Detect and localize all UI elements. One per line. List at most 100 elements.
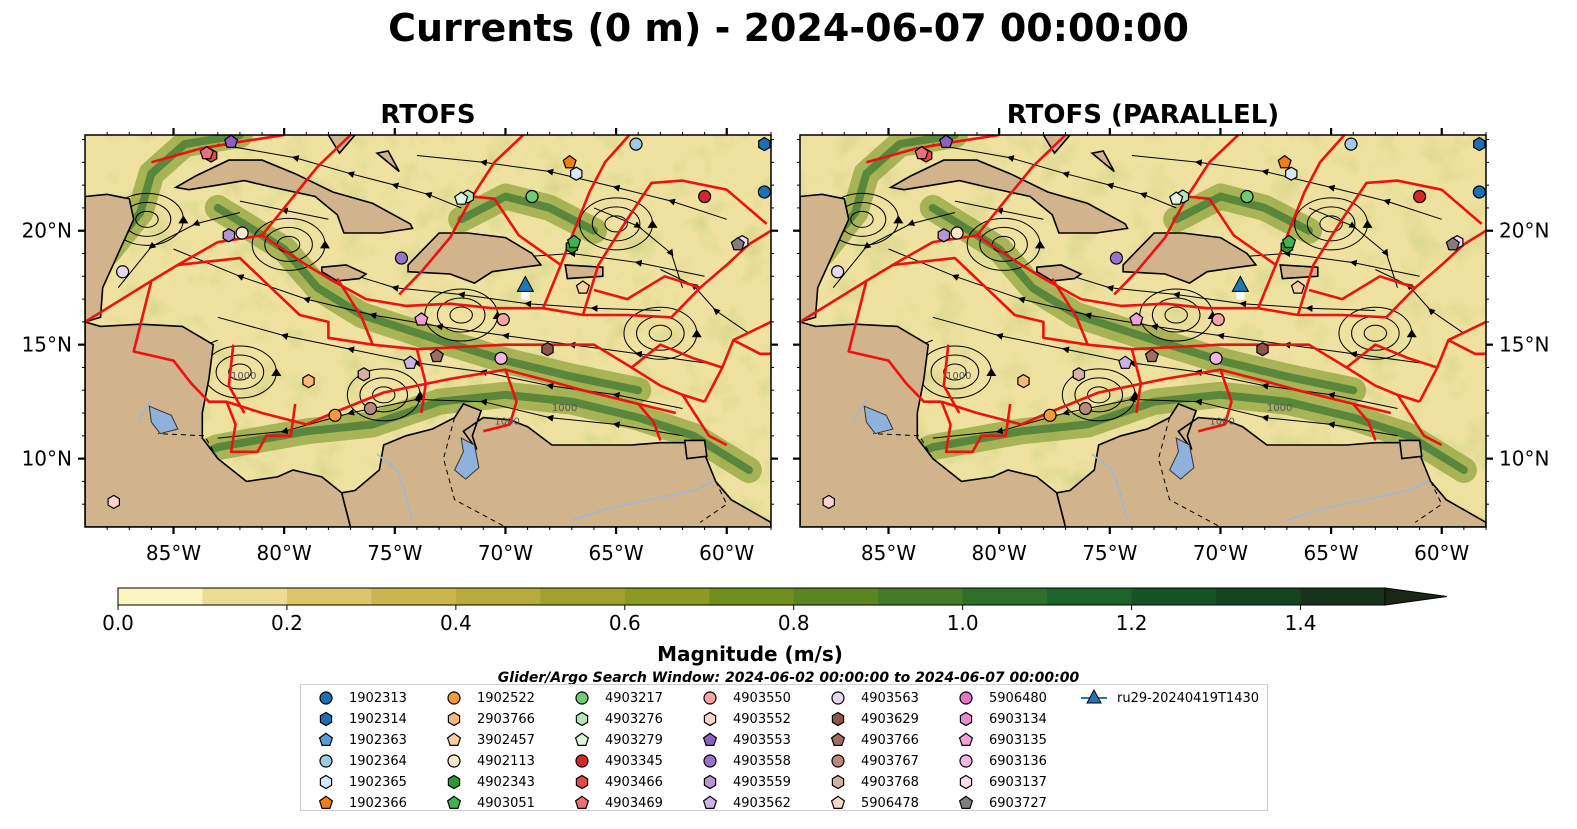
- eddy-arrow: [986, 368, 997, 377]
- streamline: [217, 316, 683, 409]
- land-hispaniola: [407, 232, 543, 284]
- legend-label: 6903137: [989, 774, 1047, 790]
- boundary-line: [1308, 275, 1416, 301]
- platform-4902113: [235, 226, 249, 240]
- legend-label: 5906480: [989, 690, 1047, 706]
- land-cuba: [888, 159, 1129, 234]
- eddy-streamline: [943, 363, 967, 381]
- land-cuba: [173, 159, 414, 234]
- eddy-arrow: [893, 215, 904, 224]
- platform-4903558: [1109, 251, 1124, 265]
- legend-label: 4903767: [861, 753, 919, 769]
- boundary-line: [177, 256, 705, 403]
- legend-label: 4903552: [733, 711, 791, 727]
- eddy-streamline: [1164, 306, 1188, 324]
- platform-4903345: [698, 189, 712, 204]
- colorbar-segment: [793, 588, 879, 605]
- legend-label: 1902314: [349, 711, 407, 727]
- eddy-streamline: [1087, 386, 1111, 404]
- colorbar-tick-label: 1.0: [947, 611, 979, 635]
- boundary-line: [1051, 277, 1089, 346]
- legend-label: 4903345: [605, 753, 663, 769]
- streamline: [593, 207, 683, 288]
- lon-tick-label: 70°W: [1193, 541, 1248, 565]
- streamline: [328, 266, 661, 312]
- legend-marker-icon: [830, 795, 846, 809]
- platform-6903136: [1209, 351, 1223, 365]
- lon-tick-label: 65°W: [588, 541, 643, 565]
- platform-6903136: [494, 351, 508, 365]
- legend-label: 4903051: [477, 795, 535, 811]
- map-frames: [84, 134, 1487, 528]
- land-trinidad: [683, 439, 708, 460]
- colorbar-tick-label: 0.4: [440, 611, 472, 635]
- eddy-streamline: [449, 306, 473, 324]
- river: [571, 480, 714, 521]
- platform-1902313: [757, 185, 771, 199]
- eddy-arrow: [271, 368, 282, 377]
- map-frame: [799, 134, 1487, 528]
- platform-1902364: [1344, 137, 1358, 151]
- land-puertorico: [1279, 264, 1319, 280]
- legend-item: 4903466: [567, 772, 663, 792]
- boundary-line: [151, 135, 285, 164]
- streamline: [954, 200, 1044, 220]
- legend-label: 6903727: [989, 795, 1047, 811]
- legend-marker-icon: [703, 774, 717, 790]
- platform-4903768: [1072, 367, 1086, 382]
- lon-tick-label: 60°W: [699, 541, 754, 565]
- colorbar-tick-label: 0.2: [271, 611, 303, 635]
- lon-tick-label: 70°W: [478, 541, 533, 565]
- streamline: [239, 200, 329, 220]
- legend-marker-icon: [446, 732, 462, 746]
- eddy-streamline: [1074, 377, 1124, 413]
- platform-1902366: [1277, 154, 1292, 169]
- legend-item: 6903134: [951, 709, 1047, 729]
- legend-item: 4903562: [695, 793, 791, 813]
- legend-item: 4903559: [695, 772, 791, 792]
- legend-marker-icon: [318, 732, 334, 746]
- country-border: [872, 433, 934, 459]
- eddy-streamline: [930, 354, 980, 390]
- streamline: [1043, 266, 1376, 312]
- legend-item: 1902314: [311, 709, 407, 729]
- eddy-arrow: [647, 219, 658, 228]
- eddy-arrow: [1362, 219, 1373, 228]
- platform-4903550: [496, 313, 510, 327]
- eddy-streamline: [1151, 297, 1201, 333]
- platform-4903629: [541, 342, 554, 357]
- platform-4903051: [566, 234, 582, 249]
- platform-4903279: [1169, 191, 1184, 205]
- eddy-streamline: [1363, 324, 1388, 342]
- platform-6903135: [1129, 312, 1144, 326]
- legend-label: 2903766: [477, 711, 535, 727]
- legend-item: 1902366: [311, 793, 407, 813]
- platform-1902314: [758, 136, 771, 152]
- boundary-line: [336, 277, 374, 346]
- legend-marker-icon: [831, 711, 845, 727]
- legend-label: 4903563: [861, 690, 919, 706]
- colorbar-segment: [202, 588, 288, 605]
- platform-4903553: [938, 134, 954, 148]
- streamline: [1220, 250, 1420, 277]
- platform-4903562: [403, 355, 418, 369]
- isobath-label: 1000: [1209, 416, 1234, 427]
- platform-4903469: [199, 145, 214, 160]
- legend-marker-icon: [574, 732, 590, 746]
- platform-1902313: [1472, 185, 1486, 199]
- platform-4903767: [1078, 401, 1093, 416]
- legend-label: 1902313: [349, 690, 407, 706]
- colorbar-segment: [455, 588, 541, 605]
- boundary-line: [681, 394, 728, 447]
- eddy-streamline: [228, 363, 252, 381]
- platform-legend: 1902313 1902314 1902363 1902364 1902365 19023…: [300, 684, 1268, 811]
- platform-4903552: [107, 494, 121, 510]
- legend-label: 4903558: [733, 753, 791, 769]
- colorbar-outline: [117, 587, 1386, 606]
- boundary-line: [226, 368, 677, 426]
- map-frame: [84, 134, 772, 528]
- colorbar-segment: [118, 588, 203, 605]
- boundary-line: [940, 401, 1012, 454]
- eddy-streamline: [591, 206, 641, 242]
- lake: [453, 437, 480, 480]
